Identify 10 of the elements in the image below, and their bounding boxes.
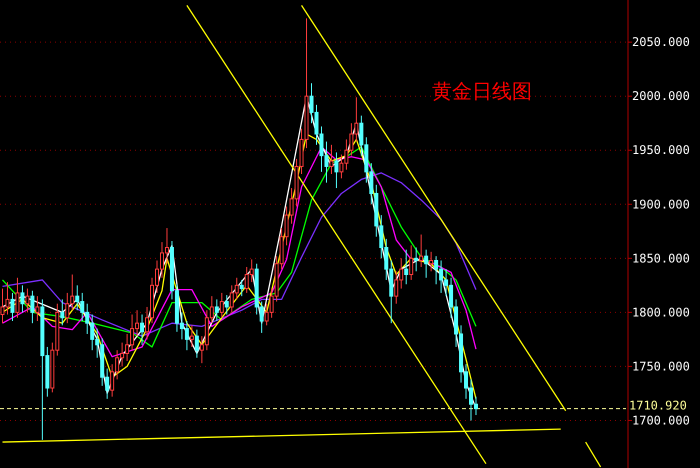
y-tick-label: 1800.000 [632,305,690,320]
y-tick-label: 1900.000 [632,197,690,212]
y-tick-label: 1750.000 [632,359,690,374]
y-tick-label: 2050.000 [632,35,690,50]
ref-line-label: 1710.920 [629,398,687,413]
y-tick-label: 2000.000 [632,89,690,104]
y-tick-label: 1700.000 [632,413,690,428]
y-tick-label: 1950.000 [632,143,690,158]
text: 黄金日线图 [432,79,532,103]
y-tick-label: 1850.000 [632,251,690,266]
